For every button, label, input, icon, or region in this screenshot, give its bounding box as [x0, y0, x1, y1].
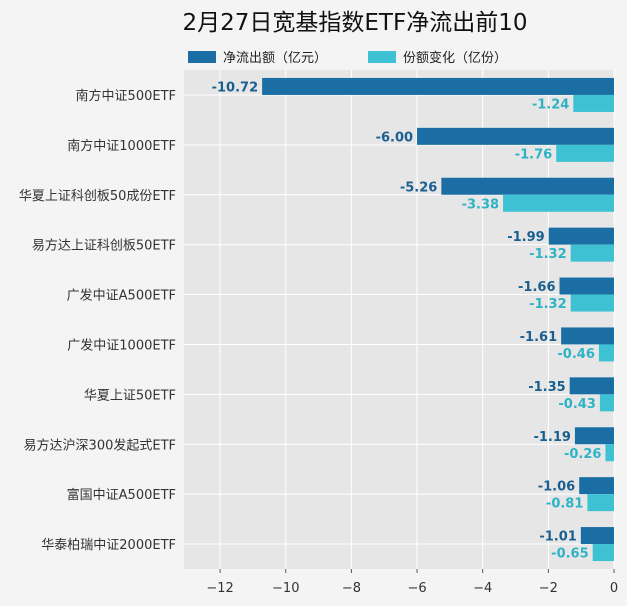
bar-share-change — [570, 294, 614, 312]
bars-group — [262, 77, 614, 562]
bar-net-outflow — [441, 177, 614, 195]
data-label-share-change: -0.81 — [546, 497, 583, 512]
data-label-share-change: -3.38 — [462, 197, 499, 212]
data-label-share-change: -1.76 — [515, 147, 552, 162]
bar-share-change — [503, 194, 614, 212]
legend-swatch-share-change — [368, 51, 396, 63]
data-label-share-change: -1.32 — [529, 297, 566, 312]
value-labels-group: -10.72 -1.24 -6.00 -1.76 -5.26 -3.38 -1.99 -1.3… — [212, 80, 602, 561]
data-label-net-outflow: -6.00 — [376, 130, 413, 145]
data-label-net-outflow: -1.19 — [533, 430, 570, 445]
bar-share-change — [599, 394, 614, 412]
bar-net-outflow — [580, 527, 614, 545]
data-label-net-outflow: -1.35 — [528, 380, 565, 395]
x-tick-label: −10 — [272, 581, 299, 596]
x-tick-label: −6 — [407, 581, 426, 596]
data-label-net-outflow: -1.06 — [538, 480, 575, 495]
category-label: 华夏上证科创板50成份ETF — [19, 189, 176, 204]
bar-share-change — [605, 444, 614, 462]
bar-share-change — [587, 494, 614, 512]
category-label: 华泰柏瑞中证2000ETF — [41, 538, 176, 553]
chart-title: 2月27日宽基指数ETF净流出前10 — [183, 10, 528, 36]
legend-label-share-change: 份额变化（亿份） — [403, 50, 507, 66]
category-label: 易方达沪深300发起式ETF — [24, 437, 176, 453]
bar-net-outflow — [569, 377, 614, 395]
data-label-share-change: -0.26 — [564, 447, 601, 462]
x-axis-ticks-group: −12 −10 −8 −6 −4 −2 0 — [206, 569, 618, 596]
legend-label-net-outflow: 净流出额（亿元） — [223, 51, 327, 66]
legend: 净流出额（亿元） 份额变化（亿份） — [188, 50, 507, 66]
bar-net-outflow — [579, 477, 614, 495]
bar-net-outflow — [561, 327, 614, 345]
category-label: 广发中证1000ETF — [67, 337, 176, 353]
bar-net-outflow — [559, 277, 614, 295]
plot-area — [184, 70, 614, 569]
category-label: 富国中证A500ETF — [67, 487, 176, 503]
bar-net-outflow — [574, 427, 614, 445]
bar-share-change — [570, 244, 614, 262]
data-label-share-change: -0.65 — [551, 547, 588, 562]
x-tick-label: −2 — [539, 581, 558, 596]
data-label-net-outflow: -1.61 — [520, 330, 557, 345]
x-tick-label: −4 — [473, 581, 492, 596]
bar-net-outflow — [417, 127, 614, 145]
data-label-share-change: -0.46 — [557, 347, 594, 362]
category-label: 广发中证A500ETF — [67, 288, 176, 304]
data-label-net-outflow: -1.01 — [539, 530, 576, 545]
data-label-net-outflow: -5.26 — [400, 180, 437, 195]
bar-share-change — [556, 144, 614, 162]
category-label: 华夏上证50ETF — [84, 388, 176, 403]
bar-share-change — [573, 94, 614, 112]
data-label-net-outflow: -10.72 — [212, 80, 259, 95]
bar-share-change — [598, 344, 614, 362]
legend-swatch-net-outflow — [188, 51, 216, 63]
bar-net-outflow — [548, 227, 614, 245]
category-label: 南方中证1000ETF — [67, 138, 176, 154]
bar-share-change — [592, 544, 614, 562]
data-label-share-change: -1.24 — [532, 97, 569, 112]
data-label-share-change: -0.43 — [558, 397, 595, 412]
x-tick-label: 0 — [610, 581, 618, 596]
data-label-net-outflow: -1.99 — [507, 230, 544, 245]
data-label-net-outflow: -1.66 — [518, 280, 555, 295]
x-tick-label: −8 — [342, 581, 361, 596]
category-labels-group: 南方中证500ETF 南方中证1000ETF 华夏上证科创板50成份ETF 易方达上证… — [19, 88, 176, 553]
category-label: 易方达上证科创板50ETF — [32, 238, 176, 254]
data-label-share-change: -1.32 — [529, 247, 566, 262]
bar-net-outflow — [262, 77, 614, 95]
category-label: 南方中证500ETF — [76, 88, 176, 104]
x-tick-label: −12 — [206, 581, 233, 596]
